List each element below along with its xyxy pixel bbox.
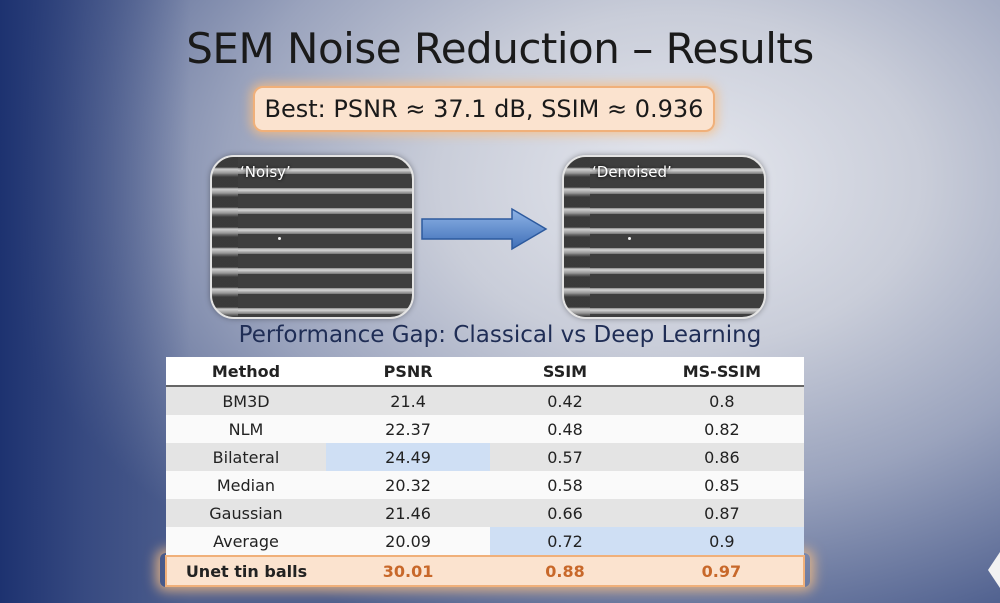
cell-ssim: 0.58 [490, 471, 640, 499]
cell-method: Unet tin balls [165, 555, 326, 587]
cell-ssim: 0.66 [490, 499, 640, 527]
table-row: NLM 22.37 0.48 0.82 [166, 415, 804, 443]
cell-psnr: 20.09 [325, 527, 491, 556]
table-row: Bilateral 24.49 0.57 0.86 [166, 443, 804, 471]
slide-nav-marker [988, 552, 1000, 588]
cell-method: Bilateral [166, 443, 326, 471]
cell-psnr: 30.01 [325, 555, 491, 587]
cell-method: NLM [166, 415, 326, 443]
cell-msssim: 0.8 [639, 386, 804, 415]
table-row: Average 20.09 0.72 0.9 [166, 527, 804, 556]
cell-method: Average [166, 527, 326, 556]
cell-psnr: 21.46 [325, 499, 491, 527]
table-subtitle: Performance Gap: Classical vs Deep Learn… [238, 322, 762, 348]
noisy-sem-image: ‘Noisy’ [210, 155, 414, 319]
cell-msssim: 0.86 [639, 443, 804, 471]
cell-ssim: 0.42 [490, 386, 640, 415]
table-row: BM3D 21.4 0.42 0.8 [166, 386, 804, 415]
cell-method: Gaussian [166, 499, 326, 527]
header-method: Method [166, 357, 326, 387]
cell-msssim: 0.82 [639, 415, 804, 443]
results-table: Method PSNR SSIM MS-SSIM BM3D 21.4 0.42 … [165, 357, 806, 587]
cell-psnr: 21.4 [325, 386, 491, 415]
table-row-best: Unet tin balls 30.01 0.88 0.97 [165, 555, 806, 587]
cell-msssim-highlighted: 0.9 [639, 527, 804, 556]
cell-method: Median [166, 471, 326, 499]
cell-psnr: 22.37 [325, 415, 491, 443]
sem-edge-structure [212, 157, 238, 317]
cell-psnr: 20.32 [325, 471, 491, 499]
background-shade [0, 0, 190, 603]
noise-speck [278, 237, 281, 240]
header-psnr: PSNR [325, 357, 491, 387]
cell-ssim: 0.57 [490, 443, 640, 471]
table-row: Gaussian 21.46 0.66 0.87 [166, 499, 804, 527]
cell-msssim: 0.97 [639, 555, 806, 587]
cell-psnr-highlighted: 24.49 [325, 443, 491, 471]
cell-method: BM3D [166, 386, 326, 415]
header-msssim: MS-SSIM [639, 357, 804, 387]
cell-ssim-highlighted: 0.72 [490, 527, 640, 556]
noisy-label: ‘Noisy’ [240, 163, 291, 181]
best-result-callout: Best: PSNR ≈ 37.1 dB, SSIM ≈ 0.936 [253, 86, 715, 132]
header-ssim: SSIM [490, 357, 640, 387]
table-header-row: Method PSNR SSIM MS-SSIM [166, 357, 804, 387]
denoised-sem-image: ‘Denoised’ [562, 155, 766, 319]
cell-ssim: 0.88 [490, 555, 640, 587]
arrow-right-icon [421, 207, 548, 251]
cell-msssim: 0.85 [639, 471, 804, 499]
cell-msssim: 0.87 [639, 499, 804, 527]
cell-ssim: 0.48 [490, 415, 640, 443]
noise-speck [628, 237, 631, 240]
denoised-label: ‘Denoised’ [592, 163, 672, 181]
table-row: Median 20.32 0.58 0.85 [166, 471, 804, 499]
slide-title: SEM Noise Reduction – Results [186, 24, 814, 73]
sem-edge-structure [564, 157, 590, 317]
